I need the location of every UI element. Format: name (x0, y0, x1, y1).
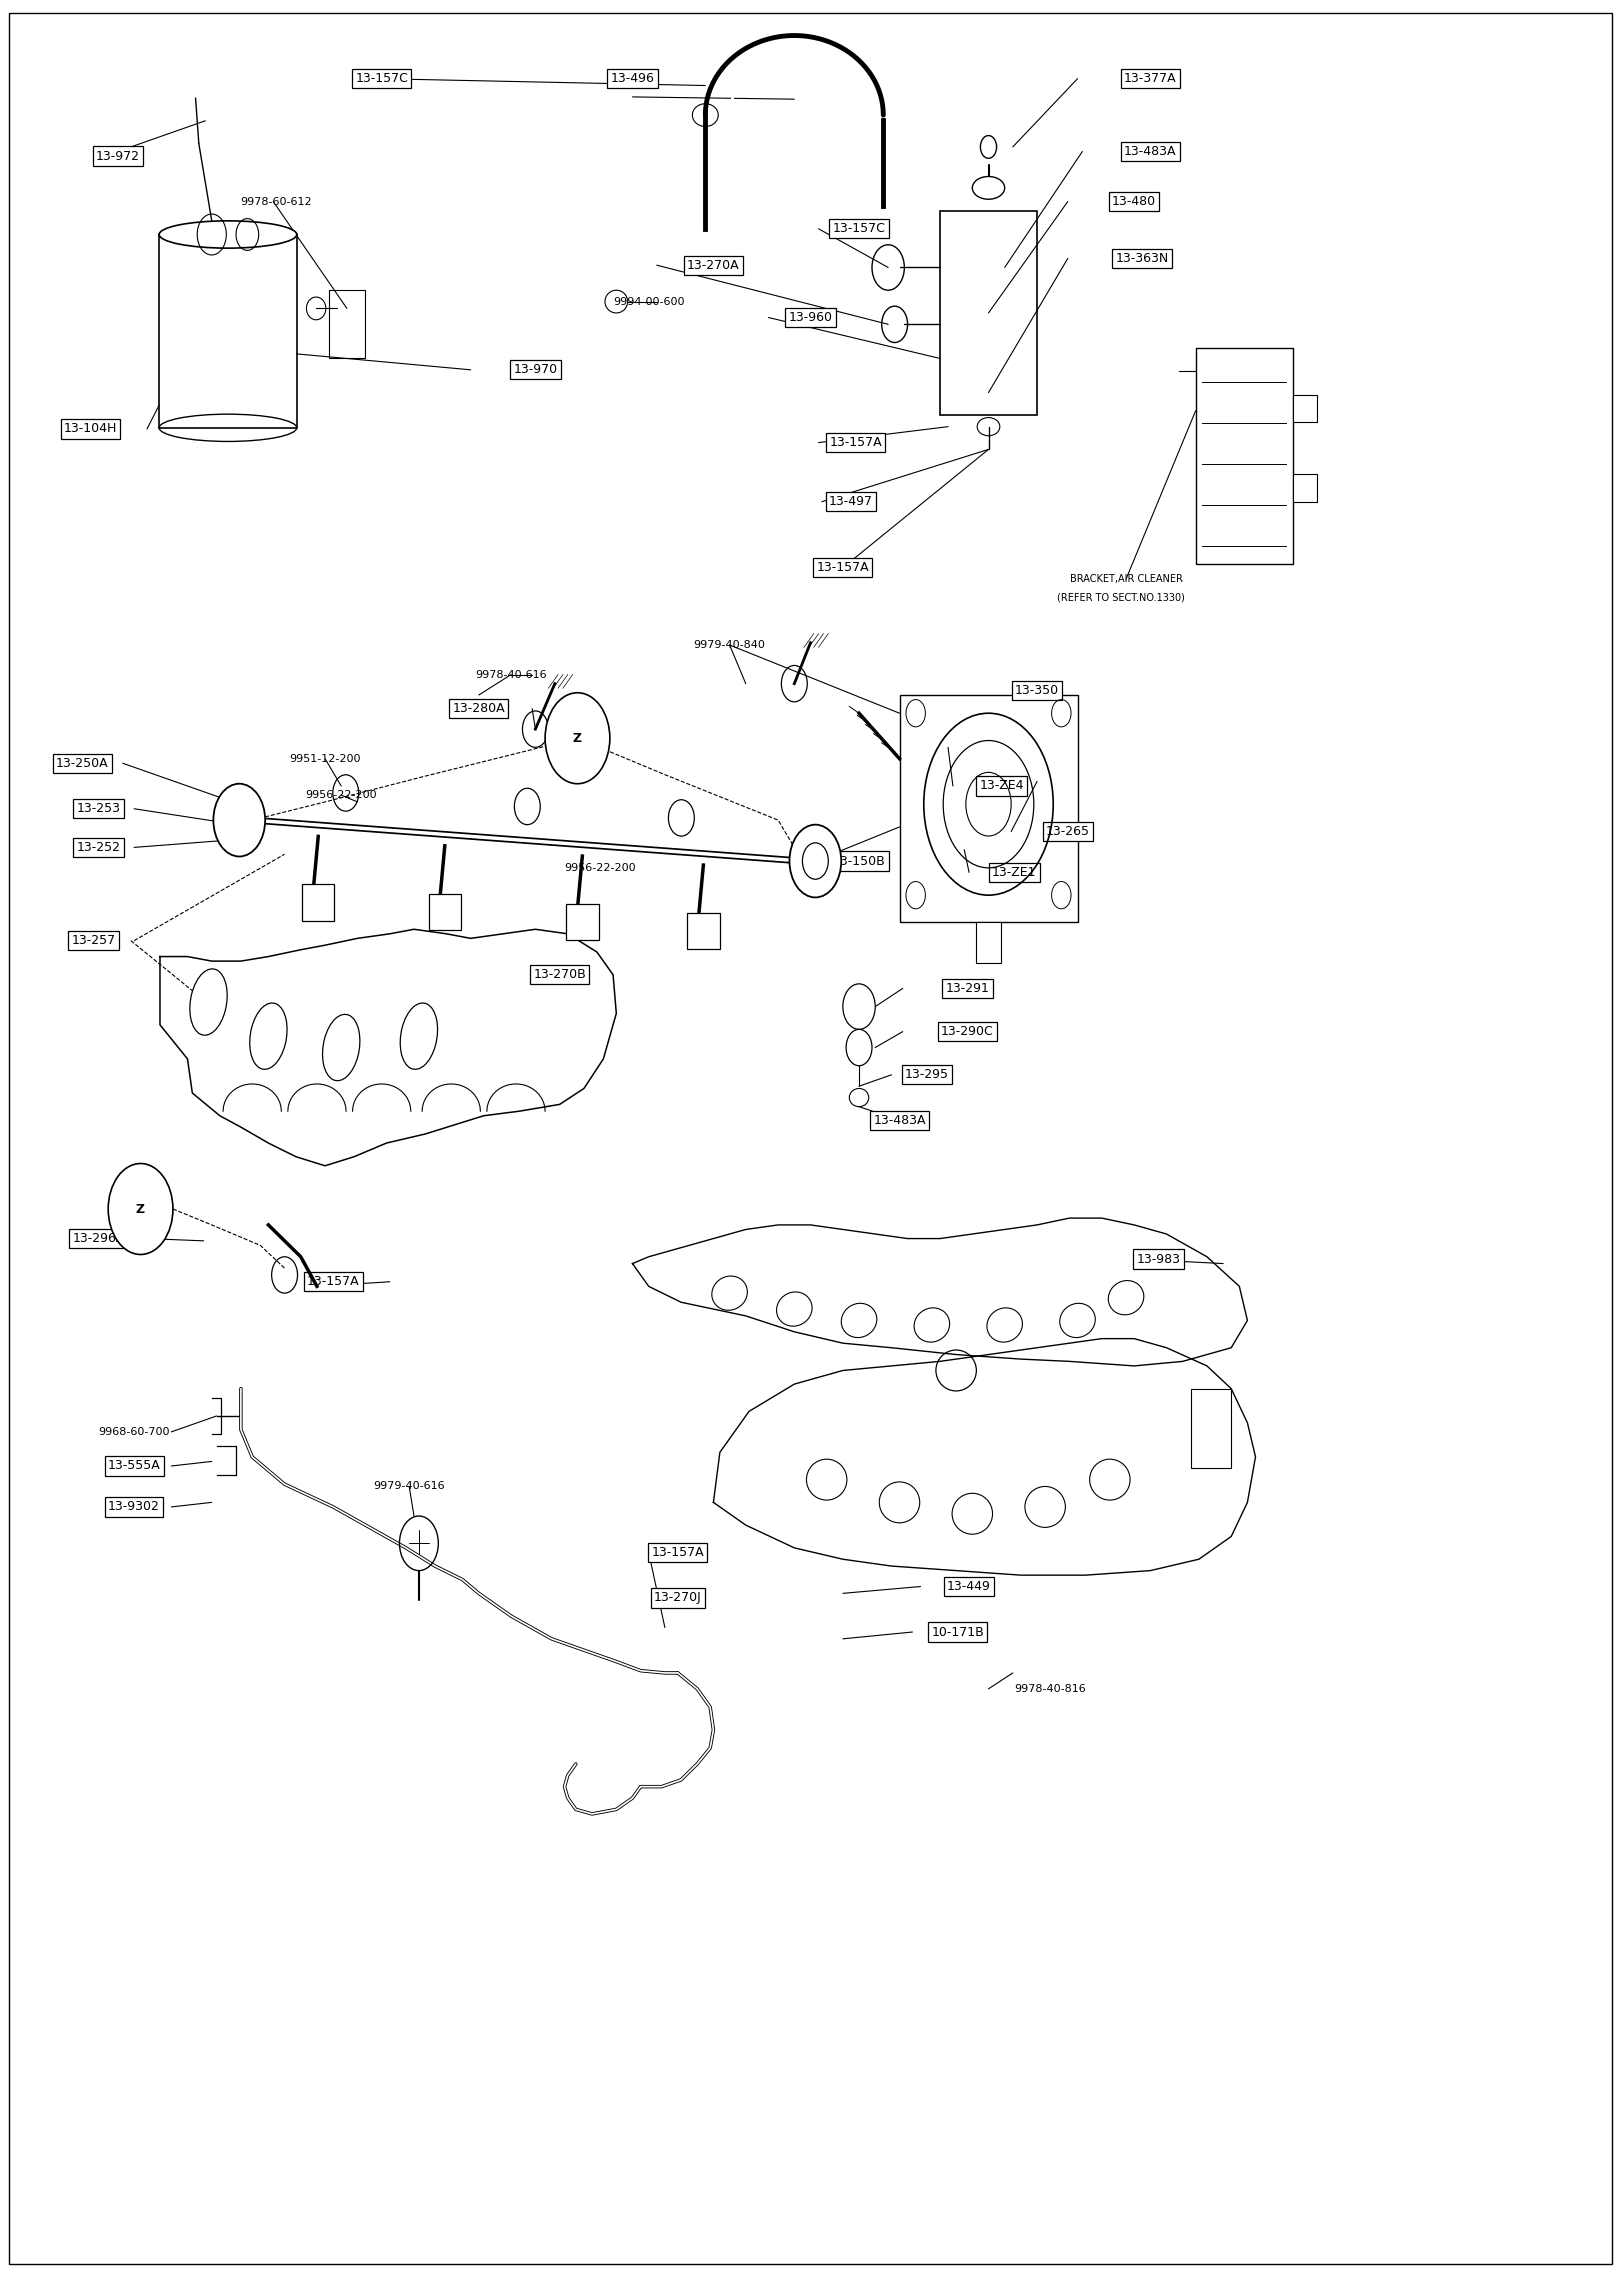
Text: 13-983: 13-983 (1136, 1252, 1180, 1266)
Text: 13-157A: 13-157A (306, 1275, 360, 1289)
Text: 13-250A: 13-250A (57, 756, 109, 770)
Text: 9956-22-200: 9956-22-200 (564, 863, 635, 872)
Bar (1292, 474, 1316, 501)
Text: 13-ZE1: 13-ZE1 (992, 865, 1037, 879)
Text: 13-363N: 13-363N (1115, 253, 1169, 264)
Bar (302, 883, 334, 920)
Text: 13-296A: 13-296A (73, 1232, 125, 1246)
Text: 13-104H: 13-104H (63, 424, 117, 435)
Text: 13-480: 13-480 (1112, 196, 1156, 207)
Text: BRACKET,AIR CLEANER: BRACKET,AIR CLEANER (1070, 574, 1182, 583)
Text: 9978-40-816: 9978-40-816 (1015, 1685, 1086, 1694)
Polygon shape (160, 929, 616, 1166)
Circle shape (789, 824, 841, 897)
Text: 10-171B: 10-171B (932, 1626, 984, 1639)
Text: 13-157C: 13-157C (833, 223, 885, 235)
Polygon shape (713, 1339, 1256, 1576)
Circle shape (802, 842, 828, 879)
Circle shape (843, 984, 875, 1029)
Text: 13-270J: 13-270J (653, 1592, 702, 1605)
Text: 13-555A: 13-555A (107, 1460, 160, 1473)
Text: 13-280A: 13-280A (452, 701, 506, 715)
Circle shape (214, 783, 266, 856)
Text: 13-252: 13-252 (76, 840, 120, 854)
Text: 13-483A: 13-483A (874, 1113, 926, 1127)
Text: 9951-12-200: 9951-12-200 (289, 754, 361, 763)
Text: Z: Z (572, 731, 582, 745)
Text: 13-157A: 13-157A (830, 437, 882, 449)
Text: 13-972: 13-972 (96, 150, 139, 162)
Ellipse shape (981, 137, 997, 159)
Text: Z: Z (136, 1202, 146, 1216)
Text: 13-449: 13-449 (947, 1580, 990, 1594)
Text: 13-270A: 13-270A (687, 260, 739, 271)
Bar (687, 913, 720, 950)
Text: 13-ZE4: 13-ZE4 (979, 779, 1024, 792)
Text: 13-253: 13-253 (76, 802, 120, 815)
Text: 9979-40-840: 9979-40-840 (694, 640, 765, 649)
Text: 13-295: 13-295 (905, 1068, 948, 1082)
Bar (428, 893, 460, 929)
Text: 9968-60-700: 9968-60-700 (99, 1428, 170, 1437)
Circle shape (109, 1164, 173, 1255)
Text: 13-257: 13-257 (71, 934, 115, 947)
Text: 13-497: 13-497 (828, 494, 874, 508)
Bar (159, 235, 297, 428)
Text: 13-350: 13-350 (1015, 683, 1059, 697)
Bar (940, 209, 1037, 414)
Text: 13-150B: 13-150B (833, 854, 885, 868)
Bar (1292, 394, 1316, 421)
Ellipse shape (973, 178, 1005, 200)
Bar (1196, 348, 1292, 565)
Bar (976, 922, 1002, 963)
Bar (1191, 1389, 1232, 1469)
Bar (329, 289, 365, 357)
Text: 13-270B: 13-270B (533, 968, 587, 981)
Text: 13-9302: 13-9302 (109, 1501, 160, 1514)
Text: 13-157C: 13-157C (355, 73, 408, 84)
Text: 13-377A: 13-377A (1123, 73, 1177, 84)
Text: 9979-40-616: 9979-40-616 (373, 1482, 446, 1491)
Text: 13-291: 13-291 (945, 981, 989, 995)
Text: 9978-40-616: 9978-40-616 (475, 669, 546, 679)
Text: 13-290C: 13-290C (942, 1025, 994, 1038)
Bar (900, 694, 1078, 922)
Polygon shape (632, 1218, 1248, 1366)
Text: 9978-60-612: 9978-60-612 (240, 196, 313, 207)
Text: 13-157A: 13-157A (652, 1546, 704, 1560)
Text: 13-496: 13-496 (611, 73, 655, 84)
Ellipse shape (159, 221, 297, 248)
Text: 13-157A: 13-157A (817, 560, 869, 574)
Circle shape (545, 692, 609, 783)
Text: (REFER TO SECT.NO.1330): (REFER TO SECT.NO.1330) (1057, 592, 1185, 601)
Bar (566, 904, 598, 940)
Text: 13-960: 13-960 (788, 312, 833, 323)
Text: 13-970: 13-970 (514, 364, 558, 376)
Text: 13-483A: 13-483A (1123, 146, 1177, 157)
Text: 9956-22-200: 9956-22-200 (305, 790, 378, 799)
Text: 9994-00-600: 9994-00-600 (613, 296, 684, 307)
Text: 13-265: 13-265 (1046, 824, 1089, 838)
